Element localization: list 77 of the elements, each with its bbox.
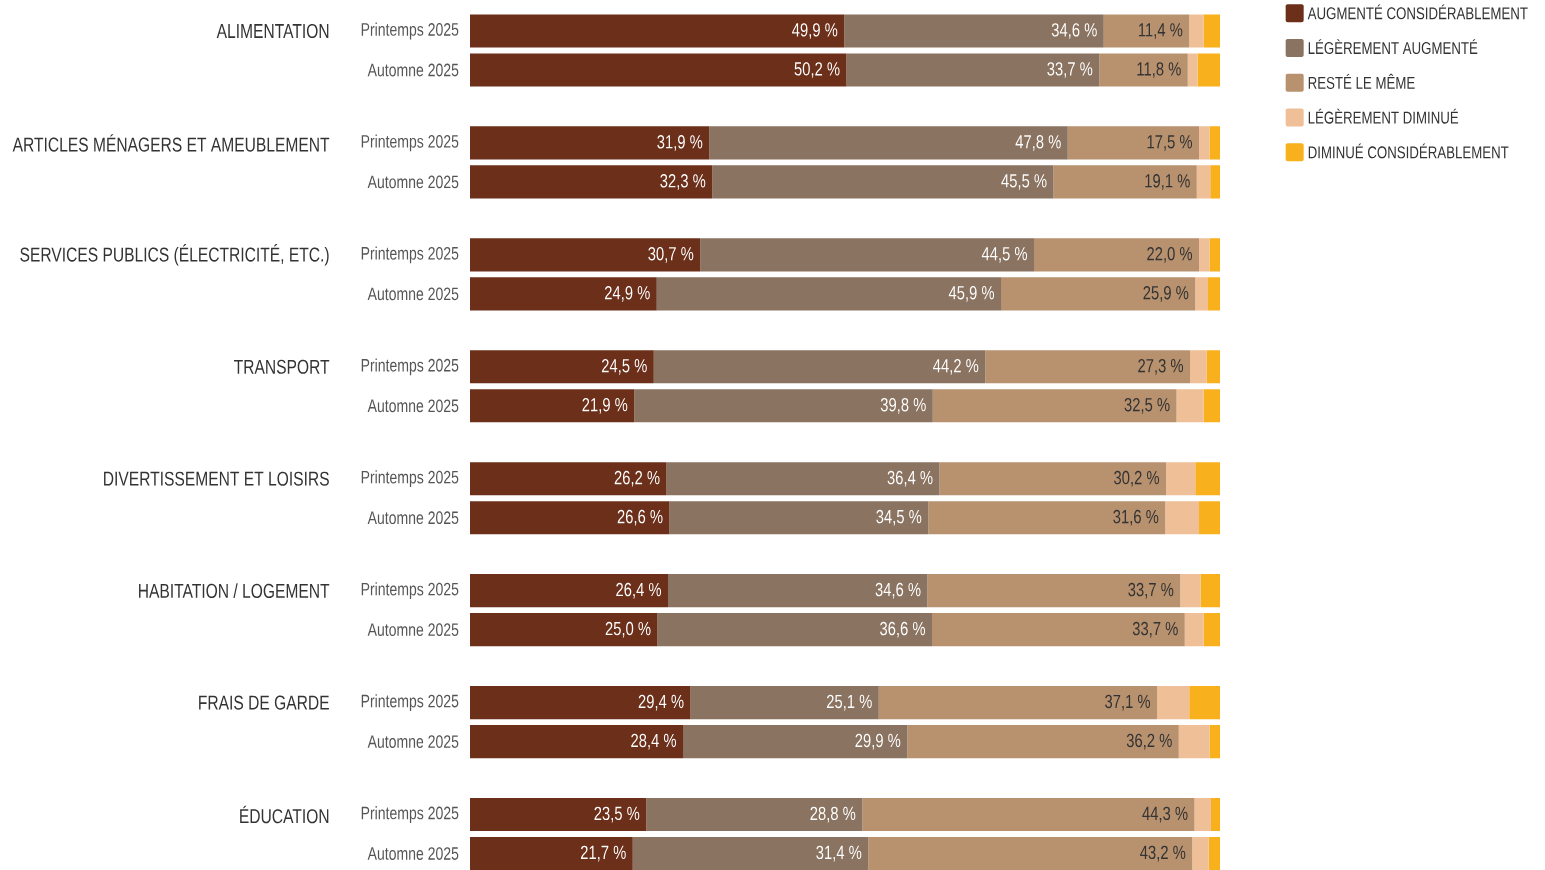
data-label: 34,6 % bbox=[1051, 23, 1097, 39]
y-tick-label: Printemps 2025 bbox=[361, 582, 459, 599]
y-tick-label: Printemps 2025 bbox=[361, 134, 459, 152]
legend-label: DIMINUÉ CONSIDÉRABLEMENT bbox=[1308, 143, 1509, 159]
data-label: 47,8 % bbox=[1015, 135, 1061, 151]
y-tick-label: Printemps 2025 bbox=[361, 806, 459, 823]
data-label: 32,5 % bbox=[1124, 397, 1170, 414]
data-label: 30,7 % bbox=[648, 246, 694, 263]
data-label: 26,6 % bbox=[617, 509, 663, 526]
text: ARTICLES MÉNAGERS ET AMEUBLEMENT bbox=[12, 134, 330, 152]
data-label: 25,9 % bbox=[1143, 285, 1189, 302]
data-label: 24,5 % bbox=[601, 358, 647, 375]
data-label: 36,4 % bbox=[887, 470, 933, 487]
data-label: 28,4 % bbox=[631, 733, 677, 750]
data-label: 32,3 % bbox=[660, 174, 706, 190]
legend-label: RESTÉ LE MÊME bbox=[1308, 73, 1415, 89]
data-label: 44,5 % bbox=[981, 247, 1028, 263]
data-label: 21,9 % bbox=[582, 397, 628, 414]
y-tick-label: Automne 2025 bbox=[367, 623, 459, 636]
data-label: 45,5 % bbox=[1001, 174, 1047, 190]
data-label: 31,6 % bbox=[1113, 509, 1159, 526]
data-label: 17,5 % bbox=[1147, 135, 1193, 151]
data-label: 34,5 % bbox=[876, 509, 922, 526]
data-label: 29,9 % bbox=[855, 733, 901, 750]
y-tick-label: Printemps 2025 bbox=[361, 22, 459, 40]
data-label: 36,2 % bbox=[1126, 733, 1172, 750]
text: TRANSPORT bbox=[234, 359, 330, 374]
y-tick-label: Automne 2025 bbox=[367, 735, 459, 748]
data-label: 21,7 % bbox=[580, 845, 626, 862]
y-tick-label: Automne 2025 bbox=[367, 175, 459, 189]
y-tick-label: Automne 2025 bbox=[367, 287, 459, 301]
data-label: 27,3 % bbox=[1138, 358, 1184, 375]
legend-label: LÉGÈREMENT DIMINUÉ bbox=[1308, 108, 1459, 124]
y-tick-label: Printemps 2025 bbox=[361, 470, 459, 488]
text: ALIMENTATION bbox=[216, 23, 329, 39]
data-label: 33,7 % bbox=[1132, 621, 1178, 638]
text: DIVERTISSEMENT ET LOISIRS bbox=[104, 471, 329, 486]
y-tick-label: Printemps 2025 bbox=[361, 358, 459, 376]
data-label: 19,1 % bbox=[1145, 174, 1190, 190]
data-label: 28,8 % bbox=[810, 806, 856, 823]
data-label: 33,7 % bbox=[1047, 62, 1093, 78]
legend-label: AUGMENTÉ CONSIDÉRABLEMENT bbox=[1307, 4, 1528, 20]
y-tick-label: Automne 2025 bbox=[367, 399, 459, 413]
data-label: 44,2 % bbox=[933, 358, 979, 375]
y-tick-label: Automne 2025 bbox=[367, 511, 459, 525]
text: HABITATION / LOGEMENT bbox=[139, 583, 330, 598]
data-label: 24,9 % bbox=[604, 285, 650, 302]
data-label: 33,7 % bbox=[1128, 582, 1174, 599]
data-label: 23,5 % bbox=[594, 806, 640, 823]
data-label: 34,6 % bbox=[875, 582, 921, 599]
data-label: 11,4 % bbox=[1138, 23, 1183, 39]
data-label: 36,6 % bbox=[880, 621, 926, 638]
data-label: 43,2 % bbox=[1140, 845, 1186, 862]
data-label: 44,3 % bbox=[1142, 806, 1188, 823]
data-label: 29,4 % bbox=[638, 694, 684, 711]
y-tick-label: Printemps 2025 bbox=[361, 694, 459, 711]
data-label: 31,4 % bbox=[816, 845, 862, 862]
data-label: 39,8 % bbox=[880, 397, 926, 414]
data-label: 45,9 % bbox=[948, 285, 995, 302]
data-label: 25,0 % bbox=[605, 621, 651, 638]
legend-label: LÉGÈREMENT AUGMENTÉ bbox=[1308, 39, 1478, 54]
data-label: 26,2 % bbox=[614, 470, 660, 487]
y-tick-label: Automne 2025 bbox=[367, 847, 459, 860]
y-tick-label: Automne 2025 bbox=[367, 63, 459, 77]
data-label: 22,0 % bbox=[1147, 246, 1193, 263]
data-label: 11,8 % bbox=[1137, 62, 1181, 78]
data-label: 26,4 % bbox=[616, 582, 662, 599]
text: SERVICES PUBLICS (ÉLECTRICITÉ, ETC.) bbox=[20, 244, 329, 266]
text: ÉDUCATION bbox=[240, 805, 329, 824]
y-tick-label: Printemps 2025 bbox=[361, 246, 459, 264]
data-label: 25,1 % bbox=[826, 694, 872, 711]
data-label: 31,9 % bbox=[657, 135, 703, 151]
data-label: 50,2 % bbox=[794, 62, 840, 78]
data-label: 49,9 % bbox=[792, 23, 838, 39]
data-label: 37,1 % bbox=[1105, 694, 1151, 711]
text: FRAIS DE GARDE bbox=[199, 695, 329, 710]
data-label: 30,2 % bbox=[1114, 470, 1160, 487]
